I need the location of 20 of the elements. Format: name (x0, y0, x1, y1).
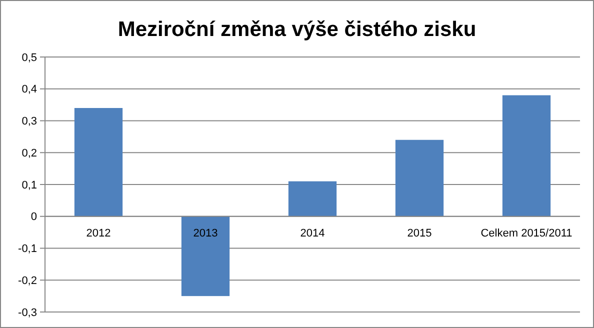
y-tick-label: -0,3 (18, 306, 37, 319)
x-tick-label: Celkem 2015/2011 (480, 227, 572, 240)
bar (395, 140, 444, 216)
y-tick-label: 0,4 (22, 84, 37, 96)
y-tick-label: -0,2 (18, 274, 37, 287)
y-tick-label: -0,1 (18, 243, 37, 256)
y-tick-label: 0,5 (22, 52, 37, 64)
bar (288, 181, 337, 216)
x-tick-label: 2014 (300, 227, 325, 240)
x-tick-label: 2015 (407, 227, 432, 240)
y-tick-label: 0,2 (22, 147, 37, 160)
bar (502, 95, 551, 216)
y-tick-label: 0 (30, 211, 37, 224)
x-tick-label: 2013 (193, 227, 218, 240)
y-tick-label: 0,3 (22, 116, 37, 128)
x-tick-label: 2012 (86, 227, 111, 240)
bar (74, 108, 123, 216)
chart-title: Meziroční změna výše čistého zisku (118, 18, 476, 41)
bar (181, 216, 230, 296)
y-tick-label: 0,1 (22, 179, 37, 192)
